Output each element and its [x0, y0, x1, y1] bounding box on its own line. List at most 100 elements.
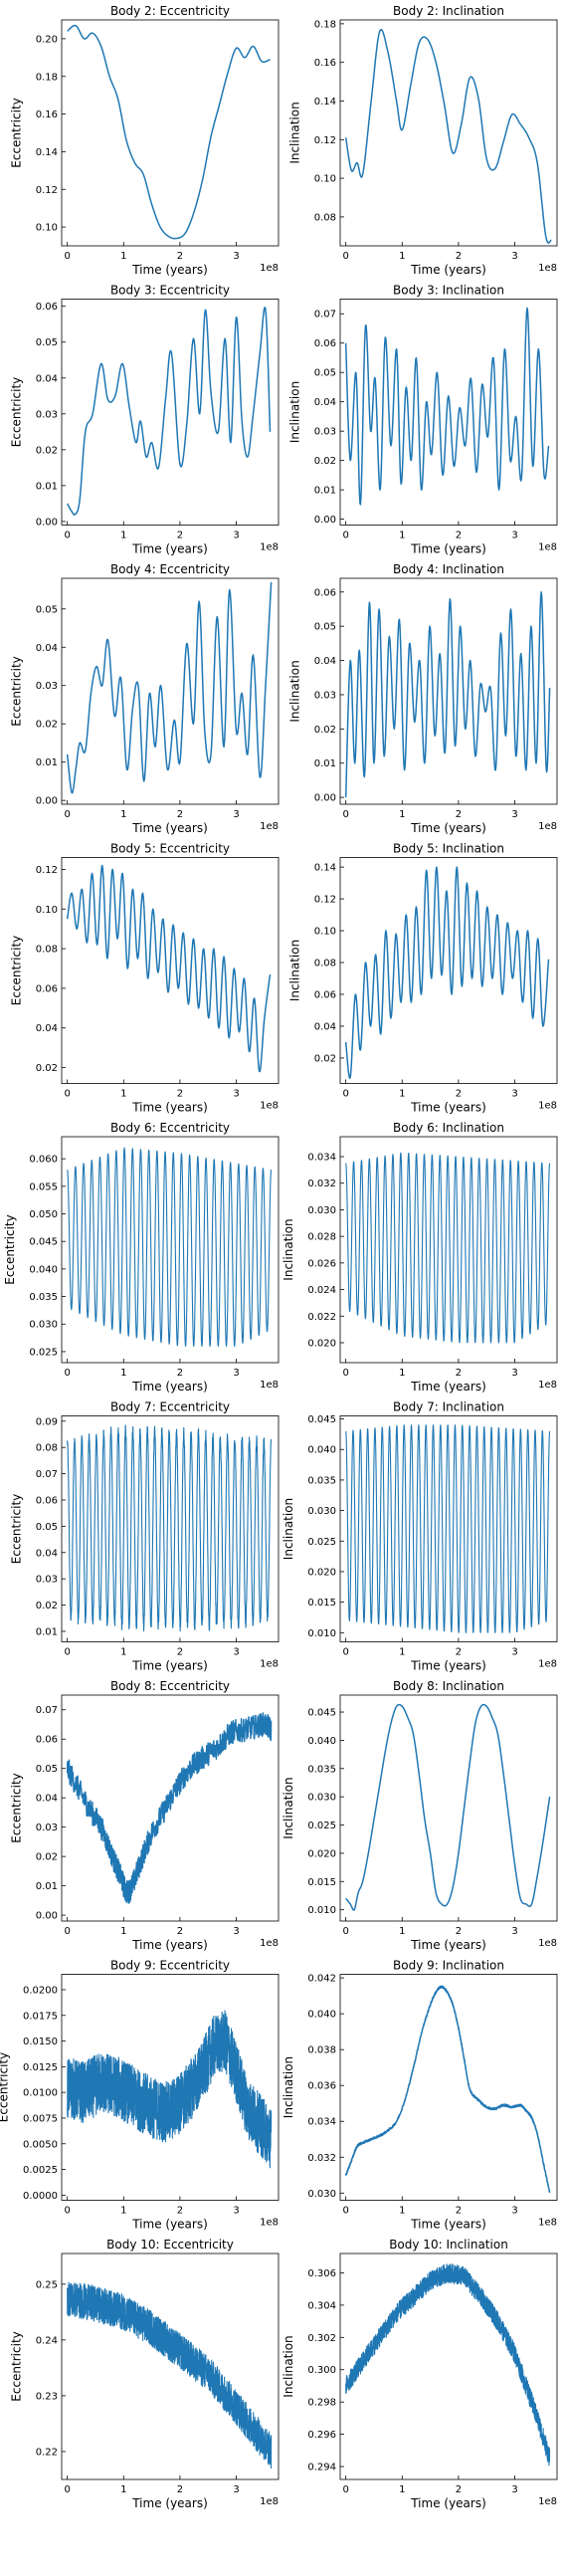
- x-tick-label: 2: [177, 531, 183, 541]
- series-line: [66, 581, 273, 794]
- y-tick-label: 0.16: [36, 109, 58, 120]
- y-tick-label: 0.04: [314, 1021, 336, 1032]
- y-tick-label: 0.01: [36, 1881, 58, 1892]
- x-tick-label: 0: [64, 2484, 70, 2495]
- subplot: Body 8: Inclination 0 1 2 3 0.010 0.015 0.020 0.…: [282, 1679, 558, 1952]
- axes-frame: [61, 19, 280, 247]
- y-tick-label: 0.0100: [23, 2088, 58, 2099]
- y-tick-label: 0.032: [307, 1179, 336, 1189]
- series-line: [67, 24, 271, 240]
- y-tick-label: 0.00: [36, 517, 58, 528]
- y-tick-label: 0.02: [314, 1053, 336, 1064]
- series-line: [66, 1712, 273, 1904]
- x-tick-label: 3: [511, 531, 517, 541]
- x-tick-label: 1: [120, 2206, 126, 2217]
- subplot: Body 7: Inclination 0 1 2 3 0.010 0.015 0.020 0.…: [282, 1400, 558, 1673]
- y-tick-label: 0.04: [36, 1548, 58, 1559]
- y-tick-label: 0.12: [314, 135, 336, 146]
- y-tick-label: 0.06: [36, 1495, 58, 1506]
- y-tick-label: 0.06: [36, 302, 58, 313]
- x-tick-label: 2: [456, 251, 462, 262]
- y-tick-label: 0.030: [307, 1506, 336, 1517]
- subplot: Body 6: Eccentricity 0 1 2 3 0.025 0.030 0.035 0…: [3, 1121, 280, 1394]
- y-tick-label: 0.045: [29, 1237, 58, 1248]
- y-axis-label: Inclination: [282, 2056, 295, 2118]
- series-line: [67, 1424, 273, 1632]
- y-tick-label: 0.08: [36, 1443, 58, 1454]
- series-line: [345, 1152, 551, 1344]
- series-line: [66, 307, 272, 516]
- x-axis-label: Time (years): [131, 1101, 208, 1115]
- y-tick-label: 0.00: [314, 793, 336, 804]
- y-tick-label: 0.16: [314, 58, 336, 69]
- y-tick-label: 0.0175: [23, 2011, 58, 2022]
- subplot: Body 9: Eccentricity 0 1 2 3 0.0000 0.0025 0.00…: [0, 1959, 280, 2232]
- subplot-title: Body 8: Inclination: [393, 1679, 504, 1693]
- y-tick-label: 0.0025: [23, 2165, 58, 2176]
- y-tick-label: 0.04: [36, 1794, 58, 1805]
- series-line: [344, 866, 550, 1079]
- y-tick-label: 0.10: [36, 905, 58, 916]
- y-tick-label: 0.296: [307, 2430, 336, 2441]
- x-tick-label: 1: [120, 1368, 126, 1379]
- y-tick-label: 0.22: [36, 2447, 58, 2458]
- x-tick-label: 2: [177, 2484, 183, 2495]
- x-offset-text: 1e8: [538, 263, 557, 274]
- x-tick-label: 3: [511, 1368, 517, 1379]
- y-tick-label: 0.040: [307, 2010, 336, 2021]
- y-axis-label: Eccentricity: [0, 2052, 11, 2122]
- y-tick-label: 0.034: [307, 2117, 336, 2128]
- x-axis-label: Time (years): [131, 542, 208, 556]
- y-tick-label: 0.04: [36, 1023, 58, 1034]
- y-tick-label: 0.025: [29, 1347, 58, 1358]
- x-axis-label: Time (years): [410, 542, 486, 556]
- y-tick-label: 0.032: [307, 2153, 336, 2164]
- x-offset-text: 1e8: [538, 1380, 557, 1391]
- subplot: Body 8: Eccentricity 0 1 2 3 0.00 0.01 0.02 0.03…: [9, 1679, 280, 1952]
- y-axis-label: Inclination: [282, 1218, 295, 1280]
- y-tick-label: 0.00: [36, 796, 58, 807]
- y-axis-label: Inclination: [282, 1777, 295, 1838]
- y-tick-label: 0.035: [307, 1475, 336, 1486]
- axes-frame: [61, 1694, 280, 1922]
- y-tick-label: 0.035: [307, 1764, 336, 1775]
- y-tick-label: 0.010: [307, 1905, 336, 1916]
- y-axis-label: Inclination: [287, 381, 301, 443]
- y-tick-label: 0.01: [314, 758, 336, 769]
- y-tick-label: 0.02: [314, 725, 336, 736]
- x-tick-label: 1: [120, 1089, 126, 1100]
- y-tick-label: 0.034: [307, 1153, 336, 1164]
- y-tick-label: 0.06: [314, 989, 336, 1000]
- y-tick-label: 0.02: [36, 1852, 58, 1863]
- x-tick-label: 0: [342, 1647, 348, 1658]
- subplot: Body 9: Inclination 0 1 2 3 0.030 0.032 0.034 0.…: [282, 1959, 558, 2232]
- y-axis-label: Eccentricity: [9, 377, 23, 447]
- series-line: [66, 864, 272, 1073]
- series-line: [344, 307, 550, 506]
- axes-frame: [61, 1415, 280, 1642]
- y-tick-label: 0.08: [314, 212, 336, 223]
- axes-frame: [339, 1415, 558, 1642]
- x-tick-label: 1: [399, 2206, 405, 2217]
- subplot-title: Body 2: Eccentricity: [110, 4, 230, 18]
- y-tick-label: 0.05: [36, 1764, 58, 1775]
- x-offset-text: 1e8: [538, 542, 557, 553]
- x-axis-label: Time (years): [410, 1659, 486, 1673]
- x-tick-label: 2: [456, 1647, 462, 1658]
- subplot: Body 5: Inclination 0 1 2 3 0.02 0.04 0.06 0.08 0…: [287, 842, 558, 1115]
- x-tick-label: 1: [120, 531, 126, 541]
- y-tick-label: 0.14: [36, 147, 58, 158]
- x-tick-label: 3: [233, 2206, 239, 2217]
- axes-frame: [339, 577, 558, 805]
- subplot: Body 2: Eccentricity 0 1 2 3 0.10 0.12 0.14 0.16…: [9, 4, 280, 277]
- y-axis-label: Eccentricity: [9, 1494, 23, 1564]
- y-tick-label: 0.02: [36, 445, 58, 456]
- x-tick-label: 3: [233, 1647, 239, 1658]
- y-tick-label: 0.14: [314, 97, 336, 107]
- x-offset-text: 1e8: [538, 1659, 557, 1670]
- y-tick-label: 0.02: [36, 720, 58, 731]
- x-tick-label: 3: [233, 1368, 239, 1379]
- x-tick-label: 3: [511, 2206, 517, 2217]
- x-tick-label: 2: [177, 251, 183, 262]
